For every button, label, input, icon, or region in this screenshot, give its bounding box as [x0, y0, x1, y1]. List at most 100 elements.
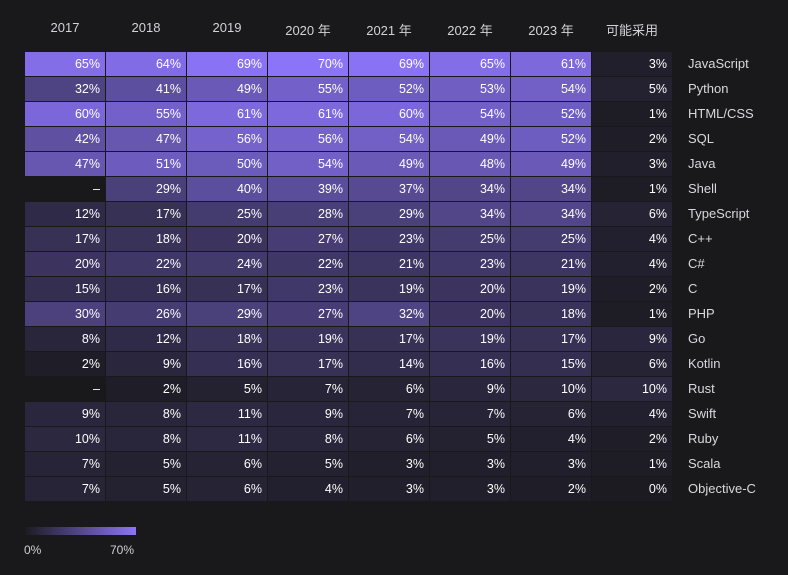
heatmap-cell: 1% [592, 452, 672, 476]
heatmap-cell: 54% [268, 152, 348, 176]
heatmap-cell: 50% [187, 152, 267, 176]
heatmap-cell: 17% [268, 352, 348, 376]
row-label: Rust [688, 381, 715, 396]
heatmap-cell: 20% [25, 252, 105, 276]
heatmap-cell: 28% [268, 202, 348, 226]
heatmap-cell: 5% [592, 77, 672, 101]
heatmap-cell: 21% [511, 252, 591, 276]
heatmap-cell: 40% [187, 177, 267, 201]
row-label: Ruby [688, 431, 719, 446]
heatmap-cell: 3% [349, 452, 429, 476]
heatmap-cell: 3% [511, 452, 591, 476]
heatmap-cell: 16% [187, 352, 267, 376]
row-label: C [688, 281, 698, 296]
heatmap-cell: 8% [106, 402, 186, 426]
heatmap-cell: 70% [268, 52, 348, 76]
heatmap-cell: 26% [106, 302, 186, 326]
column-header: 2023 年 [528, 23, 574, 38]
heatmap-cell: 32% [25, 77, 105, 101]
heatmap-cell: 49% [511, 152, 591, 176]
row-label: C# [688, 256, 705, 271]
row-label: Python [688, 81, 729, 96]
column-header: 2018 [131, 20, 161, 35]
heatmap-cell: 20% [187, 227, 267, 251]
heatmap-cell: 61% [187, 102, 267, 126]
heatmap-cell: 47% [25, 152, 105, 176]
legend-max-label: 70% [110, 543, 135, 557]
heatmap-cell: 24% [187, 252, 267, 276]
heatmap-cell: 17% [349, 327, 429, 351]
heatmap-cell: 14% [349, 352, 429, 376]
heatmap-cell: 52% [349, 77, 429, 101]
heatmap-cell: 4% [511, 427, 591, 451]
heatmap-cell: 3% [430, 452, 510, 476]
heatmap-cell: 6% [349, 427, 429, 451]
heatmap-cell: 5% [187, 377, 267, 401]
heatmap-cell: 11% [187, 402, 267, 426]
heatmap-cell: 7% [349, 402, 429, 426]
row-label: Kotlin [688, 356, 721, 371]
heatmap-cell: 60% [25, 102, 105, 126]
heatmap-cell: 27% [268, 227, 348, 251]
heatmap-cell: 9% [430, 377, 510, 401]
heatmap-cell: 19% [430, 327, 510, 351]
heatmap-cell: 39% [268, 177, 348, 201]
row-label: HTML/CSS [688, 106, 754, 121]
heatmap-cell: 17% [187, 277, 267, 301]
heatmap-cell: 7% [25, 452, 105, 476]
row-label: JavaScript [688, 56, 749, 71]
heatmap-cell: 52% [511, 102, 591, 126]
heatmap-cell: 52% [511, 127, 591, 151]
heatmap-cell: 6% [349, 377, 429, 401]
heatmap-cell: 5% [430, 427, 510, 451]
heatmap-cell: 12% [25, 202, 105, 226]
heatmap-cell: 17% [25, 227, 105, 251]
row-label: Swift [688, 406, 717, 421]
heatmap-cell: 0% [592, 477, 672, 501]
column-header: 2020 年 [285, 23, 331, 38]
heatmap-cell: 54% [511, 77, 591, 101]
heatmap-cell: 56% [268, 127, 348, 151]
heatmap-cell: 69% [187, 52, 267, 76]
heatmap-cell: – [93, 382, 100, 396]
heatmap-cell: 61% [268, 102, 348, 126]
row-label: PHP [688, 306, 715, 321]
heatmap-cell: 23% [268, 277, 348, 301]
heatmap-cell: 30% [25, 302, 105, 326]
heatmap-cell: 4% [592, 252, 672, 276]
heatmap-cell: 4% [268, 477, 348, 501]
heatmap-cell: 53% [430, 77, 510, 101]
heatmap-cell: 20% [430, 302, 510, 326]
heatmap-cell: 41% [106, 77, 186, 101]
heatmap-cell: 7% [268, 377, 348, 401]
heatmap-cell: 69% [349, 52, 429, 76]
heatmap-cell: 2% [511, 477, 591, 501]
heatmap-cell: 3% [592, 52, 672, 76]
heatmap-cell: 19% [349, 277, 429, 301]
heatmap-cell: 16% [106, 277, 186, 301]
heatmap-cell: 2% [592, 427, 672, 451]
heatmap-cell: 2% [106, 377, 186, 401]
column-header: 可能采用 [605, 23, 658, 38]
heatmap-cell: 6% [592, 202, 672, 226]
heatmap-cell: 16% [430, 352, 510, 376]
heatmap-cell: 9% [106, 352, 186, 376]
heatmap-cell: 18% [106, 227, 186, 251]
heatmap-cell: 6% [187, 452, 267, 476]
column-header: 2021 年 [366, 23, 412, 38]
heatmap-cell: 17% [106, 202, 186, 226]
heatmap-cell: 60% [349, 102, 429, 126]
heatmap-cell: 10% [511, 377, 591, 401]
heatmap-cell: 5% [268, 452, 348, 476]
heatmap-cell: 25% [511, 227, 591, 251]
column-header: 2022 年 [447, 23, 493, 38]
heatmap-cell: 8% [268, 427, 348, 451]
heatmap-cell: 42% [25, 127, 105, 151]
row-label: Objective-C [688, 481, 756, 496]
column-header: 2019 [212, 20, 242, 35]
heatmap-cell: 5% [106, 477, 186, 501]
row-label: Shell [688, 181, 717, 196]
heatmap-cell: 25% [430, 227, 510, 251]
heatmap-cell: 34% [511, 202, 591, 226]
heatmap-cell: 6% [592, 352, 672, 376]
